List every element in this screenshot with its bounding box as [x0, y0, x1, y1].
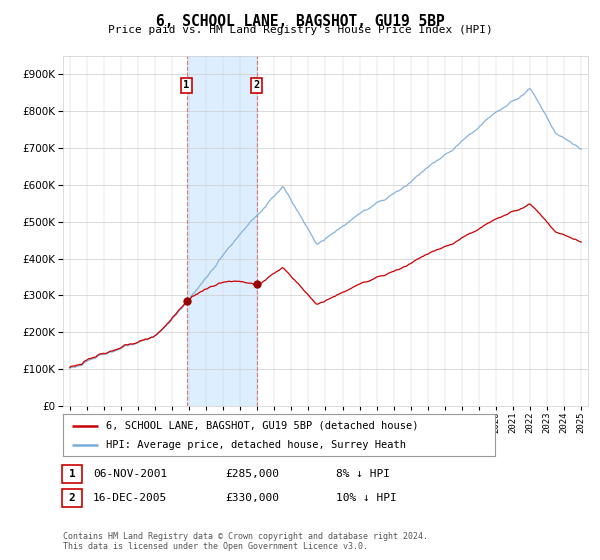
Text: 2: 2	[254, 81, 260, 91]
Bar	[187, 56, 257, 406]
Text: 8% ↓ HPI: 8% ↓ HPI	[336, 469, 390, 479]
Text: 06-NOV-2001: 06-NOV-2001	[93, 469, 167, 479]
Text: Contains HM Land Registry data © Crown copyright and database right 2024.
This d: Contains HM Land Registry data © Crown c…	[63, 532, 428, 552]
Text: 6, SCHOOL LANE, BAGSHOT, GU19 5BP: 6, SCHOOL LANE, BAGSHOT, GU19 5BP	[155, 14, 445, 29]
Text: HPI: Average price, detached house, Surrey Heath: HPI: Average price, detached house, Surr…	[106, 440, 406, 450]
Text: £285,000: £285,000	[225, 469, 279, 479]
Text: 2: 2	[68, 493, 76, 503]
Text: Price paid vs. HM Land Registry's House Price Index (HPI): Price paid vs. HM Land Registry's House …	[107, 25, 493, 35]
Text: 1: 1	[68, 469, 76, 479]
Text: 1: 1	[184, 81, 190, 91]
Text: £330,000: £330,000	[225, 493, 279, 503]
Text: 6, SCHOOL LANE, BAGSHOT, GU19 5BP (detached house): 6, SCHOOL LANE, BAGSHOT, GU19 5BP (detac…	[106, 421, 419, 431]
Text: 16-DEC-2005: 16-DEC-2005	[93, 493, 167, 503]
Text: 10% ↓ HPI: 10% ↓ HPI	[336, 493, 397, 503]
